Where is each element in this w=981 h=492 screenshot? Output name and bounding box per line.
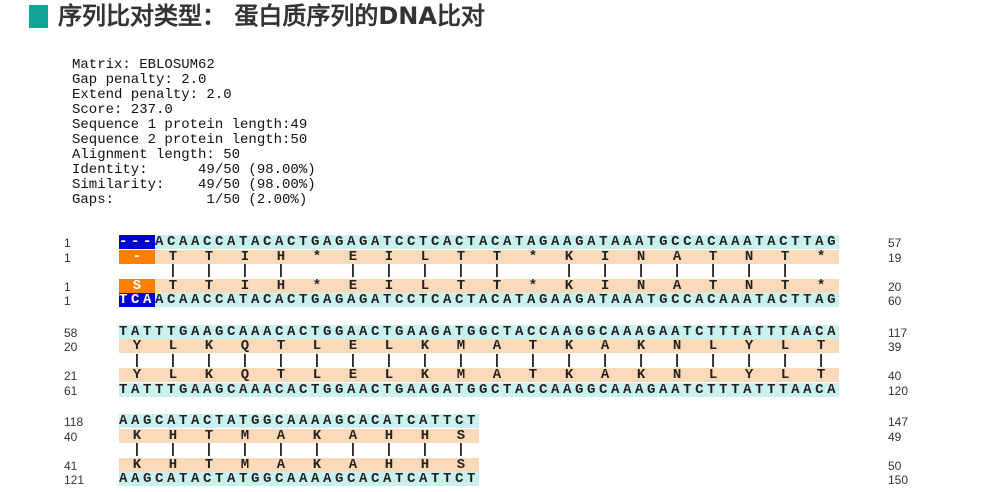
- residues: KHTMAKAHHS: [132, 456, 493, 473]
- dna-sequence: TCAACAACCATACACTGAGAGATCCTCACTACATAGAAGA…: [119, 293, 839, 307]
- dna-sequence: AAGCATACTATGGCAAAAGCACATCATTCT: [119, 472, 479, 486]
- residues: TATTTGAAGCAAACACTGGAACTGAAGATGGCTACCAAGG…: [119, 381, 840, 398]
- residues: TATTTGAAGCAAACACTGGAACTGAAGATGGCTACCAAGG…: [119, 323, 840, 340]
- highlight: ---: [119, 234, 156, 250]
- protein-sequence: KHTMAKAHHS: [119, 457, 479, 472]
- start-position: 1: [64, 250, 71, 265]
- match-line: ||||||||||||||||||||: [119, 354, 853, 368]
- stats: Matrix: EBLOSUM62 Gap penalty: 2.0 Extend …: [72, 58, 316, 208]
- stat-line: Similarity: 49/50 (98.00%): [72, 177, 316, 193]
- start-position: 20: [64, 340, 78, 354]
- residues: YLKQTLELKMATKAKNLYLT: [132, 338, 853, 354]
- residues: TTIH*EILTT*KINATNT*: [168, 248, 853, 265]
- stat-line: Matrix: EBLOSUM62: [72, 57, 215, 73]
- title-marker: [29, 5, 48, 28]
- residues: TTIH*EILTT*KINATNT*: [168, 277, 853, 294]
- start-position: 118: [64, 415, 84, 429]
- start-position: 1: [64, 279, 71, 294]
- protein-sequence: YLKQTLELKMATKAKNLYLT: [119, 368, 839, 382]
- end-position: 147: [888, 415, 909, 429]
- dna-sequence: AAGCATACTATGGCAAAAGCACATCATTCT: [119, 414, 479, 428]
- stat-line: Identity: 49/50 (98.00%): [72, 162, 316, 178]
- protein-sequence: KHTMAKAHHS: [119, 428, 479, 443]
- stat-line: Sequence 1 protein length:49: [72, 117, 308, 133]
- stat-line: Gaps: 1/50 (2.00%): [72, 192, 308, 208]
- stat-line: Score: 237.0: [72, 102, 173, 118]
- end-position: 40: [888, 369, 902, 383]
- stat-line: Extend penalty: 2.0: [72, 87, 232, 103]
- residues: KHTMAKAHHS: [132, 427, 493, 444]
- match-bars: ||||||||||||||||||||: [132, 352, 853, 369]
- match-line: |||| ||||| |||||||: [119, 264, 853, 278]
- dna-sequence: ---ACAACCATACACTGAGAGATCCTCACTACATAGAAGA…: [119, 235, 839, 249]
- start-position: 58: [64, 325, 78, 340]
- highlight: S: [119, 278, 155, 293]
- end-position: 60: [888, 294, 902, 308]
- protein-sequence: YLKQTLELKMATKAKNLYLT: [119, 339, 839, 353]
- match-bars: ||||||||||: [132, 442, 493, 458]
- start-position: 121: [64, 473, 85, 487]
- dna-sequence: TATTTGAAGCAAACACTGGAACTGAAGATGGCTACCAAGG…: [119, 323, 840, 340]
- start-position: 41: [64, 458, 78, 473]
- protein-sequence: - TTIH*EILTT*KINATNT*: [119, 249, 839, 264]
- end-position: 57: [888, 236, 902, 250]
- stat-line: Sequence 2 protein length:50: [72, 132, 308, 148]
- start-position: 21: [64, 369, 78, 383]
- end-position: 39: [888, 340, 902, 354]
- end-position: 150: [888, 473, 909, 487]
- start-position: 61: [64, 383, 78, 398]
- end-position: 49: [888, 429, 902, 444]
- residues: ACAACCATACACTGAGAGATCCTCACTACATAGAAGATAA…: [155, 234, 840, 250]
- end-position: 120: [888, 383, 909, 398]
- residues: ACAACCATACACTGAGAGATCCTCACTACATAGAAGATAA…: [155, 292, 840, 308]
- end-position: 20: [888, 279, 902, 294]
- start-position: 1: [64, 294, 71, 308]
- protein-sequence: S TTIH*EILTT*KINATNT*: [119, 278, 839, 293]
- match-line: ||||||||||: [119, 443, 493, 457]
- start-position: 1: [64, 236, 71, 250]
- stat-line: Gap penalty: 2.0: [72, 72, 207, 88]
- residues: AAGCATACTATGGCAAAAGCACATCATTCT: [119, 471, 480, 487]
- residues: AAGCATACTATGGCAAAAGCACATCATTCT: [119, 413, 480, 429]
- dna-sequence: TATTTGAAGCAAACACTGGAACTGAAGATGGCTACCAAGG…: [119, 381, 840, 398]
- title: 序列比对类型： 蛋白质序列的DNA比对: [58, 2, 485, 30]
- residues: YLKQTLELKMATKAKNLYLT: [132, 367, 853, 383]
- stat-line: Alignment length: 50: [72, 147, 241, 163]
- match-bars: |||| ||||| |||||||: [132, 263, 853, 279]
- end-position: 19: [888, 250, 902, 265]
- end-position: 117: [888, 325, 908, 340]
- end-position: 50: [888, 458, 902, 473]
- highlight: -: [119, 249, 155, 264]
- start-position: 40: [64, 429, 78, 444]
- highlight: TCA: [119, 292, 156, 308]
